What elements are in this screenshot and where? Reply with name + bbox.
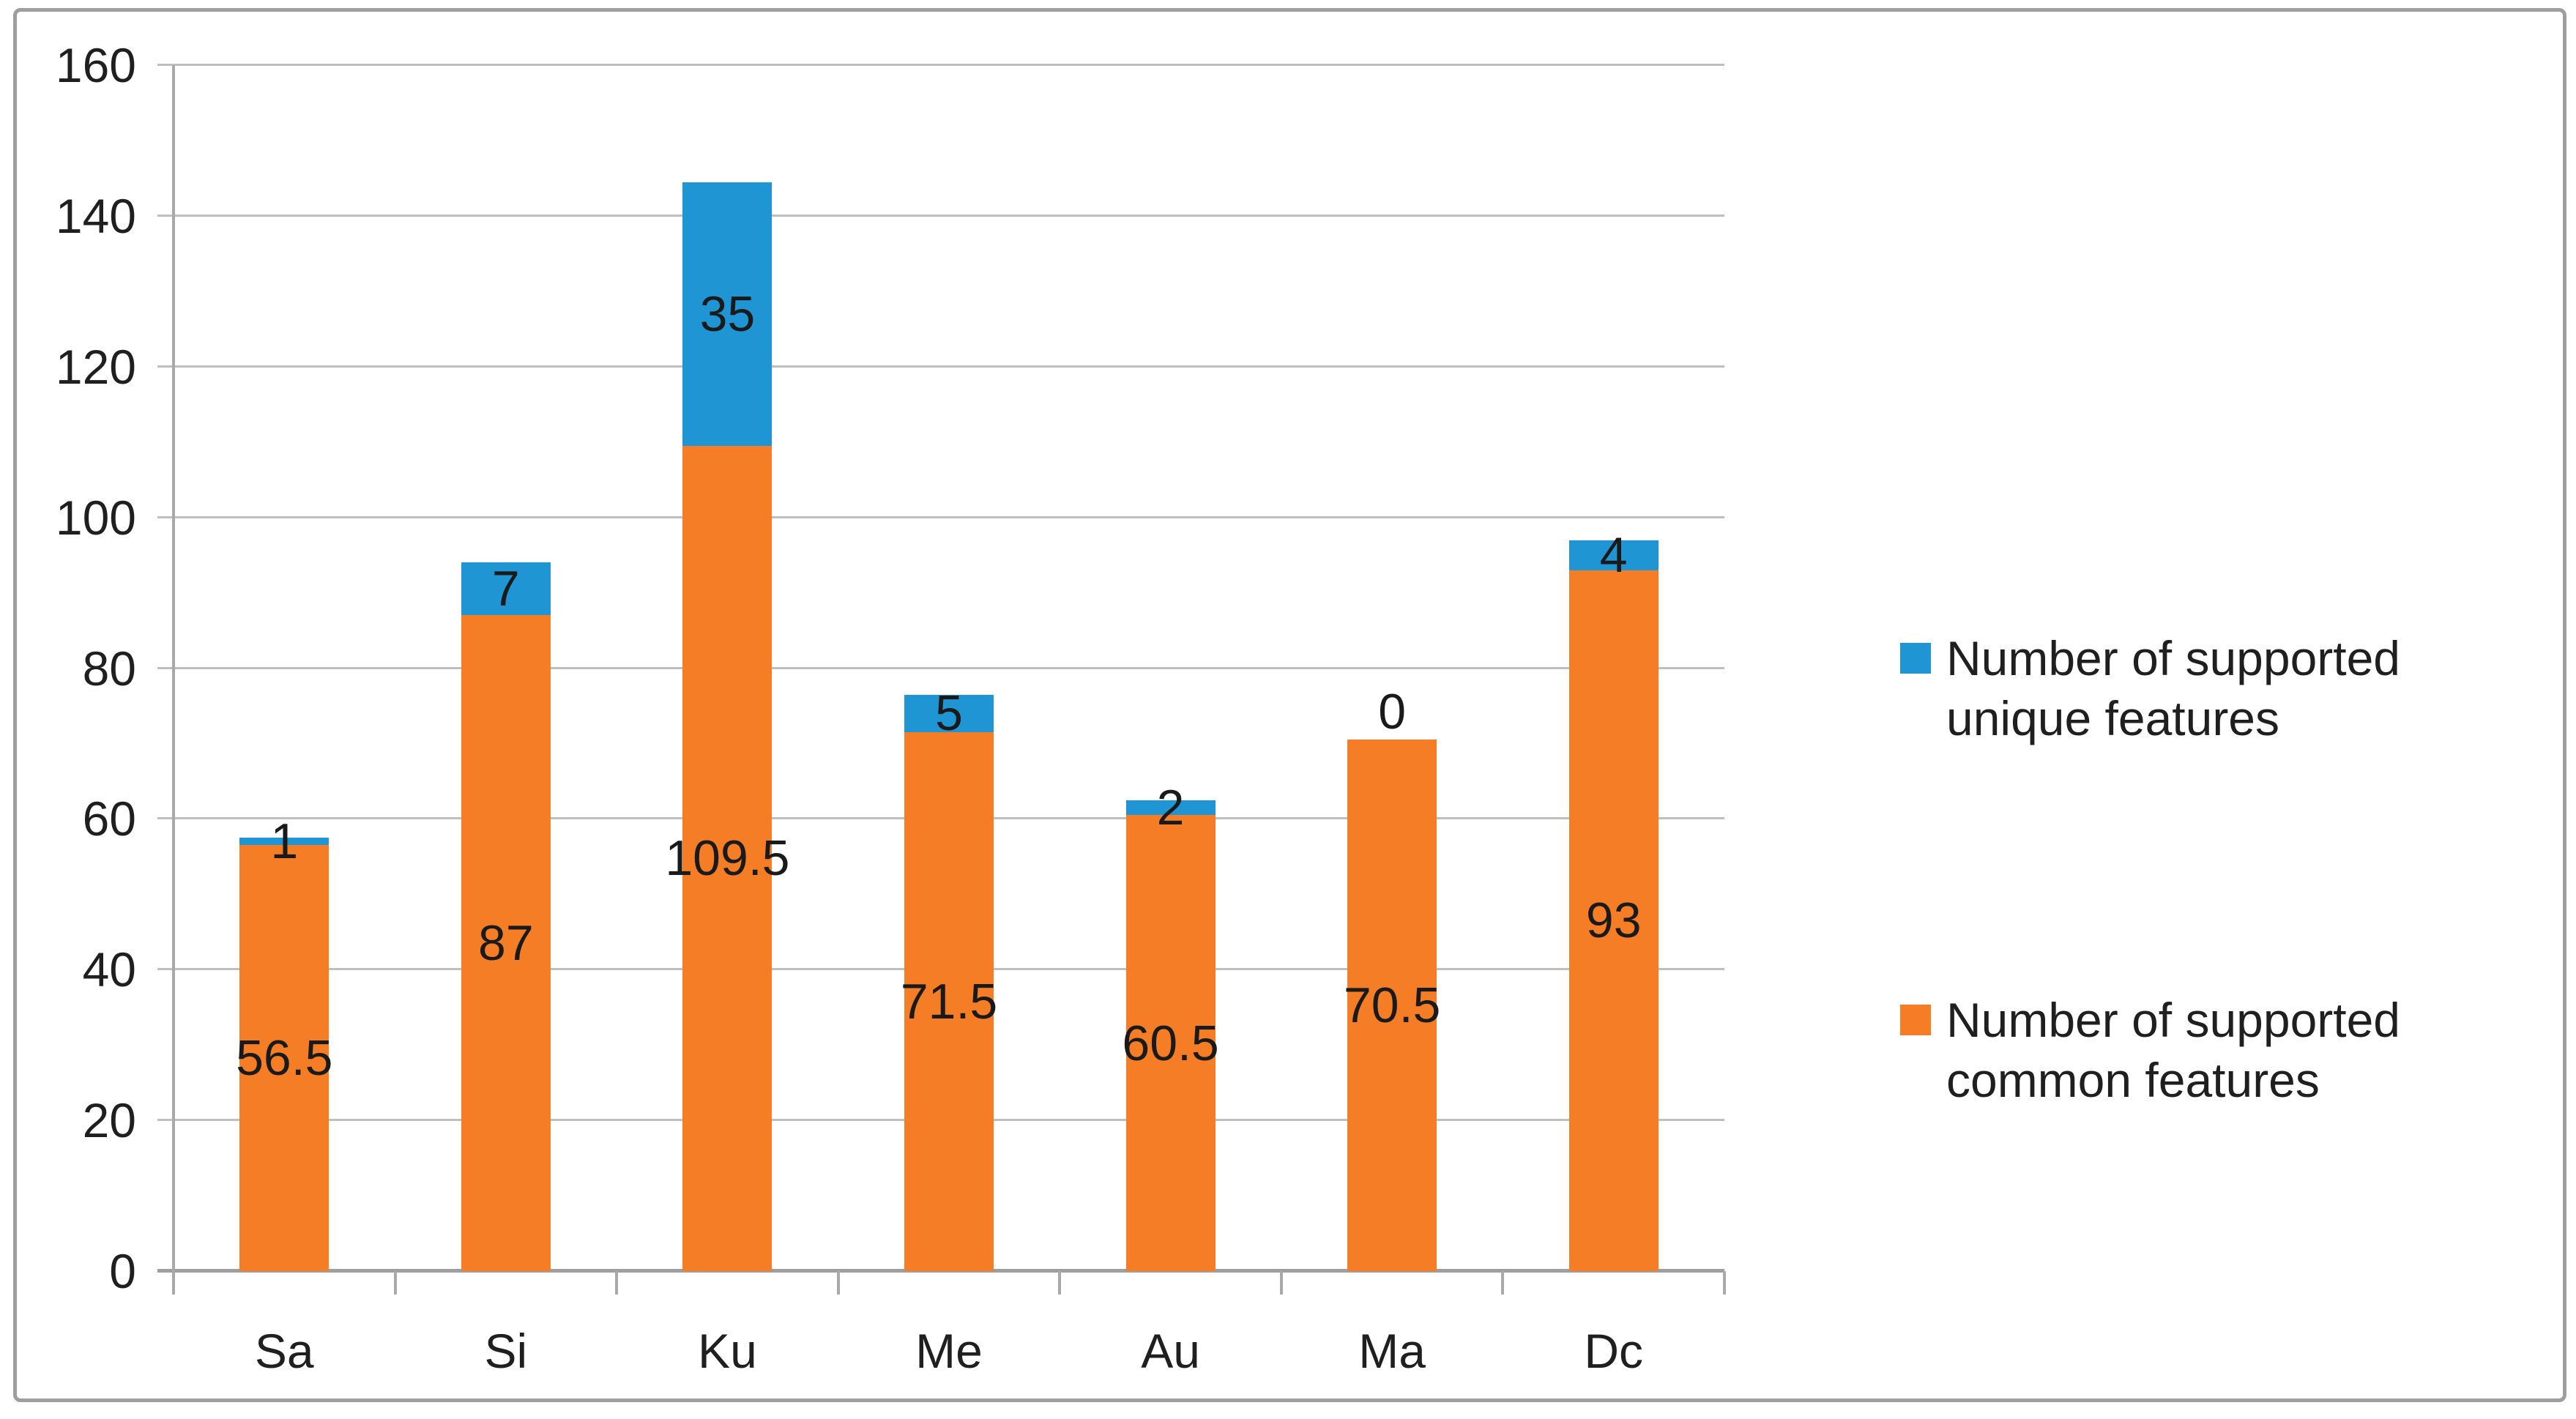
bar-segment-unique-Sa [239,838,330,846]
x-axis-tick-1 [393,1271,397,1295]
bar-label-common-Ku: 109.5 [665,830,790,887]
x-axis-category-label-Ku: Ku [698,1324,757,1378]
bar-segment-common-Sa [239,845,330,1271]
x-axis-category-label-Dc: Dc [1584,1324,1644,1378]
bar-label-common-Si: 87 [478,915,534,972]
legend-swatch-unique-features [1900,643,1931,674]
x-axis-category-label-Si: Si [484,1324,528,1378]
y-gridline-120 [157,365,1724,368]
legend-label-unique-features: Number of supported unique features [1946,631,2401,745]
bar-segment-unique-Me [904,694,994,732]
bar-segment-unique-Dc [1568,540,1659,570]
x-axis-category-label-Ma: Ma [1358,1324,1426,1378]
y-axis-tick-label-100: 100 [55,490,136,545]
bar-label-unique-Me: 5 [935,685,963,742]
y-axis-tick-label-140: 140 [55,188,136,243]
bar-segment-common-Dc [1568,570,1659,1271]
bar-label-unique-Sa: 1 [270,813,299,870]
image-border-frame [13,8,2566,1402]
bar-label-common-Au: 60.5 [1122,1015,1219,1071]
bar-label-unique-Ma: 0 [1378,684,1407,740]
y-axis-tick-label-160: 160 [55,38,136,92]
bar-label-unique-Dc: 4 [1599,527,1628,584]
bar-segment-unique-Ku [682,182,773,446]
y-gridline-140 [157,214,1724,217]
bar-segment-common-Ku [682,445,773,1271]
y-gridline-80 [157,666,1724,669]
bar-label-unique-Ku: 35 [699,286,756,342]
y-axis-tick-label-20: 20 [82,1093,136,1148]
y-axis-tick-label-0: 0 [109,1244,136,1298]
bar-segment-unique-Au [1125,800,1216,816]
bar-label-common-Dc: 93 [1585,893,1642,949]
x-axis-category-label-Sa: Sa [254,1324,314,1378]
bar-segment-common-Si [461,615,551,1271]
x-axis-category-label-Au: Au [1141,1324,1200,1378]
bar-segment-unique-Si [461,562,551,616]
bar-label-common-Sa: 56.5 [236,1030,333,1087]
y-axis-tick-label-80: 80 [82,641,136,696]
y-axis-tick-label-40: 40 [82,942,136,997]
bar-label-common-Ma: 70.5 [1343,977,1441,1034]
x-axis-tick-3 [836,1271,840,1295]
y-gridline-100 [157,515,1724,518]
x-axis-tick-7 [1723,1271,1726,1295]
y-gridline-160 [157,64,1724,66]
x-axis-tick-6 [1501,1271,1505,1295]
y-axis-tick-label-60: 60 [82,792,136,846]
x-axis-tick-0 [172,1271,175,1295]
x-axis-tick-2 [615,1271,619,1295]
y-axis-line [172,65,175,1295]
legend-label-common-features: Number of supported common features [1946,993,2401,1107]
bar-label-unique-Au: 2 [1156,779,1185,835]
x-axis-tick-4 [1058,1271,1062,1295]
x-axis-category-label-Me: Me [915,1324,983,1378]
bar-label-unique-Si: 7 [491,561,520,617]
bar-label-common-Me: 71.5 [900,973,998,1029]
bar-segment-common-Ma [1347,740,1437,1271]
bar-segment-common-Au [1125,815,1216,1271]
legend-swatch-common-features [1900,1005,1931,1035]
bar-segment-common-Me [904,731,994,1271]
x-axis-tick-5 [1279,1271,1283,1295]
y-axis-tick-label-120: 120 [55,339,136,394]
